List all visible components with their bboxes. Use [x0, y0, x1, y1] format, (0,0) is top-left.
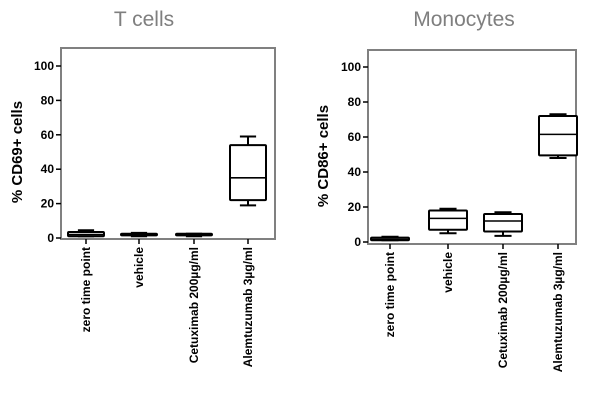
box-1	[428, 207, 468, 235]
box-iqr	[483, 213, 523, 233]
box-iqr	[428, 209, 468, 231]
x-category-label: Cetuximab 200µg/ml	[187, 247, 201, 363]
chart-title: T cells	[114, 8, 174, 31]
y-tick-label: 80	[348, 95, 362, 109]
y-tick-label: 60	[348, 130, 362, 144]
x-category-label: vehicle	[132, 247, 146, 288]
box-1	[120, 231, 158, 238]
chart-title: Monocytes	[413, 8, 515, 31]
y-tick-label: 0	[354, 235, 361, 249]
y-tick-label: 80	[41, 93, 55, 107]
x-category-label: zero time point	[383, 252, 397, 337]
box-0	[370, 235, 410, 242]
y-tick-label: 40	[41, 162, 55, 176]
y-tick-label: 20	[41, 197, 55, 211]
plot-frame	[60, 47, 276, 240]
x-category-label: vehicle	[441, 252, 455, 293]
x-category-label: zero time point	[79, 247, 93, 332]
x-category-label: Cetuximab 200µg/ml	[496, 252, 510, 368]
y-tick-label: 60	[41, 128, 55, 142]
y-axis-label: % CD69+ cells	[9, 101, 26, 203]
box-3	[229, 135, 267, 207]
box-2	[483, 211, 523, 237]
y-tick-label: 0	[47, 231, 54, 245]
y-tick-label: 40	[348, 165, 362, 179]
chart-panel-monocytes: Monocytes % CD86+ cells 0 20 40 60 80 100 zero t…	[315, 8, 578, 372]
y-tick-label: 100	[34, 59, 54, 73]
box-2	[175, 232, 213, 238]
y-tick-label: 20	[348, 200, 362, 214]
y-tick-label: 100	[341, 60, 361, 74]
box-iqr	[229, 144, 267, 202]
chart-panel-t-cells: T cells % CD69+ cells 0 20 40 60 80 100 zero tim…	[9, 8, 276, 367]
y-axis-label: % CD86+ cells	[315, 105, 332, 207]
x-category-label: Alemtuzumab 3µg/ml	[241, 247, 255, 367]
x-category-label: Alemtuzumab 3µg/ml	[551, 252, 565, 372]
box-3	[538, 113, 578, 159]
box-iqr	[538, 115, 578, 157]
box-0	[67, 229, 105, 238]
